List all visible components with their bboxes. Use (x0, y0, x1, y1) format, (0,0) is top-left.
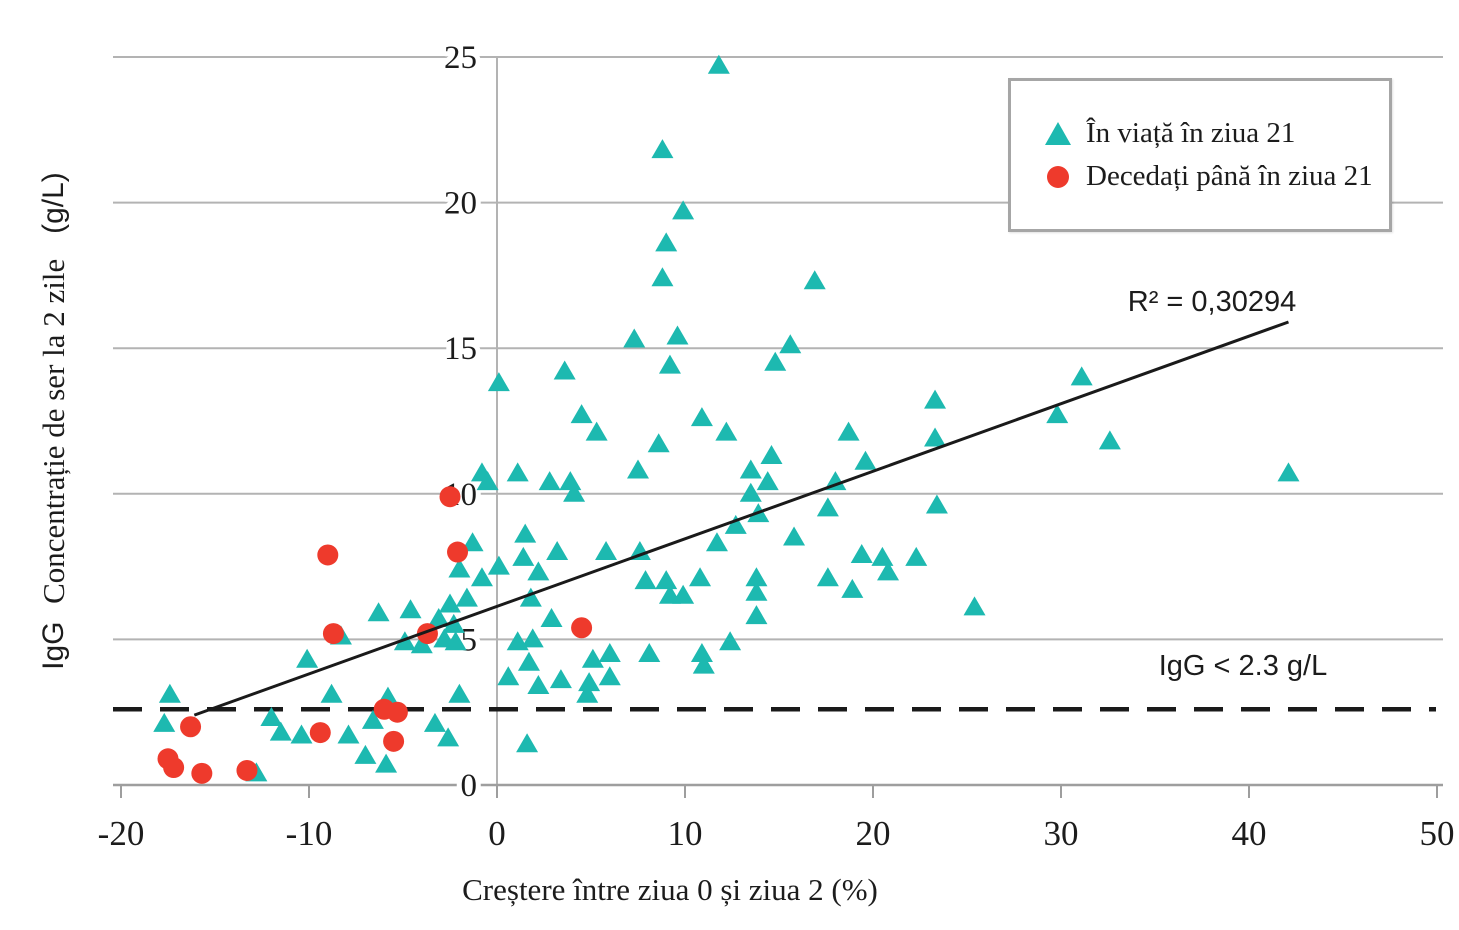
svg-text:-20: -20 (98, 814, 145, 853)
svg-text:-10: -10 (286, 814, 333, 853)
legend-label-alive: În viață în ziua 21 (1086, 117, 1296, 149)
y-axis-title: IgG Concentrație de ser la 2 zile (g/L) (28, 57, 80, 785)
svg-text:15: 15 (444, 331, 477, 367)
svg-text:20: 20 (444, 186, 477, 222)
svg-text:10: 10 (668, 814, 703, 853)
r-squared-annotation: R² = 0,30294 (1127, 286, 1297, 318)
svg-text:40: 40 (1232, 814, 1267, 853)
x-axis-title: Creștere între ziua 0 și ziua 2 (%) (462, 872, 878, 907)
svg-text:0: 0 (461, 768, 478, 804)
svg-text:0: 0 (488, 814, 506, 853)
svg-text:20: 20 (856, 814, 891, 853)
svg-text:30: 30 (1044, 814, 1079, 853)
threshold-annotation: IgG < 2.3 g/L (1158, 650, 1328, 682)
legend: În viață în ziua 21 Decedați până în ziu… (1008, 78, 1392, 232)
svg-text:25: 25 (444, 40, 477, 76)
svg-text:50: 50 (1420, 814, 1455, 853)
triangle-marker-icon (1045, 122, 1071, 145)
y-axis-title-suffix: (g/L) (37, 172, 70, 234)
y-axis-title-main: Concentrație de ser la 2 zile (36, 259, 71, 605)
legend-label-deceased: Decedați până în ziua 21 (1086, 160, 1373, 192)
legend-item-alive: În viață în ziua 21 (1045, 119, 1389, 148)
legend-item-deceased: Decedați până în ziua 21 (1045, 162, 1389, 191)
svg-text:5: 5 (461, 622, 478, 658)
circle-marker-icon (1047, 165, 1069, 188)
y-axis-title-prefix: IgG (37, 621, 70, 670)
